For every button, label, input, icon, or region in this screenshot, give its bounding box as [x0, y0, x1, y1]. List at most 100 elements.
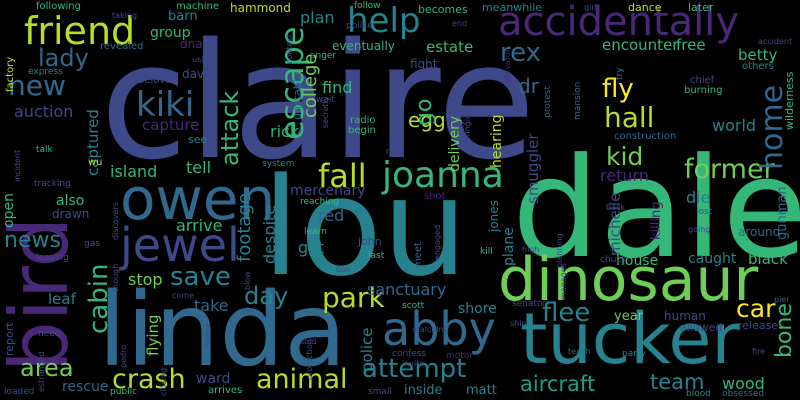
word: obsessed	[722, 389, 765, 399]
word: fight	[410, 57, 438, 71]
word: open	[1, 193, 17, 228]
word: meanwhile	[482, 1, 543, 14]
word: learn	[304, 227, 327, 237]
word: footage	[234, 193, 255, 262]
word: eventually	[332, 39, 395, 53]
word: blood	[686, 389, 711, 399]
word: killing	[649, 201, 664, 240]
word: release	[738, 319, 779, 332]
word: come	[172, 291, 195, 300]
word: radio	[350, 115, 376, 126]
word: becomes	[418, 3, 468, 16]
word: estate	[426, 38, 474, 56]
word: animal	[256, 364, 348, 395]
word: world	[712, 116, 757, 135]
word: rio	[242, 307, 254, 317]
word: drawn	[52, 207, 90, 221]
word: tracking	[34, 179, 71, 189]
word: end	[452, 19, 468, 28]
word: meet	[413, 242, 424, 268]
word: manages	[559, 263, 568, 300]
word: dance	[628, 1, 662, 14]
word: cabin	[84, 263, 114, 334]
word: find	[322, 78, 353, 97]
word: sanctuary	[367, 280, 447, 299]
word: plane	[501, 227, 517, 266]
word: ward	[196, 371, 231, 387]
word: though	[111, 263, 120, 292]
word: betty	[738, 46, 778, 64]
word: free	[676, 36, 706, 54]
word: barn	[168, 9, 198, 24]
word: confess	[392, 349, 427, 359]
word: dale	[512, 128, 800, 289]
word: closing	[159, 367, 168, 396]
word: dr	[518, 74, 539, 98]
word: anger	[310, 51, 337, 61]
word: lost	[696, 207, 713, 217]
word: arrives	[208, 385, 243, 396]
word: take	[194, 296, 229, 315]
word: leaving	[36, 253, 69, 263]
word: hammond	[230, 1, 291, 15]
word: unstable	[291, 72, 304, 120]
word: jones	[487, 200, 501, 232]
word: house	[616, 253, 659, 269]
word: kill	[480, 247, 493, 257]
word: abby	[382, 302, 496, 356]
word: owen	[120, 165, 276, 233]
word: group	[150, 25, 191, 41]
word: smuggler	[524, 133, 542, 204]
word: system	[262, 159, 295, 169]
word: estranged	[37, 351, 46, 392]
word: pier	[774, 295, 790, 304]
word: attack	[216, 90, 244, 166]
word: caught	[688, 251, 737, 267]
word: police	[346, 21, 373, 31]
word: shot	[424, 191, 446, 202]
word: try	[615, 67, 625, 80]
word: fly	[602, 74, 634, 104]
word: hall	[604, 101, 655, 134]
word: crash	[112, 364, 186, 395]
word: senator	[512, 299, 547, 309]
word: see	[188, 133, 208, 146]
word: accidentally	[498, 0, 740, 45]
word: mansion	[573, 81, 583, 120]
word: college	[300, 53, 321, 119]
word: talk	[36, 145, 53, 155]
word: chief	[690, 75, 715, 86]
word: inside	[404, 383, 443, 398]
word: girl	[584, 3, 597, 12]
word: new	[8, 69, 66, 102]
word: police	[358, 327, 376, 372]
word: david	[182, 67, 216, 81]
word: jewel	[120, 218, 240, 272]
word: tell	[186, 158, 212, 177]
word: friend	[24, 9, 136, 53]
word: near	[386, 147, 405, 156]
word: begin	[348, 125, 376, 136]
word: team	[650, 370, 705, 394]
word: around	[738, 225, 781, 239]
word: burning	[684, 85, 723, 96]
word: get	[298, 238, 325, 257]
word: wu	[88, 157, 103, 168]
word: following	[36, 1, 81, 12]
word: box	[336, 265, 351, 274]
word: mercenary	[290, 183, 366, 199]
word: public	[110, 387, 138, 397]
word: invite	[402, 359, 425, 368]
word: scene	[203, 322, 212, 346]
word: joanna	[382, 155, 504, 196]
word: area	[20, 354, 74, 382]
word: elevator	[503, 48, 512, 82]
word: chuck	[600, 255, 627, 265]
word: claire	[100, 8, 536, 195]
word: small	[368, 387, 392, 397]
word: rex	[500, 38, 542, 68]
word: fire	[752, 347, 766, 356]
word: scott	[402, 301, 425, 311]
word: john	[358, 235, 382, 248]
word: auction	[14, 102, 74, 121]
